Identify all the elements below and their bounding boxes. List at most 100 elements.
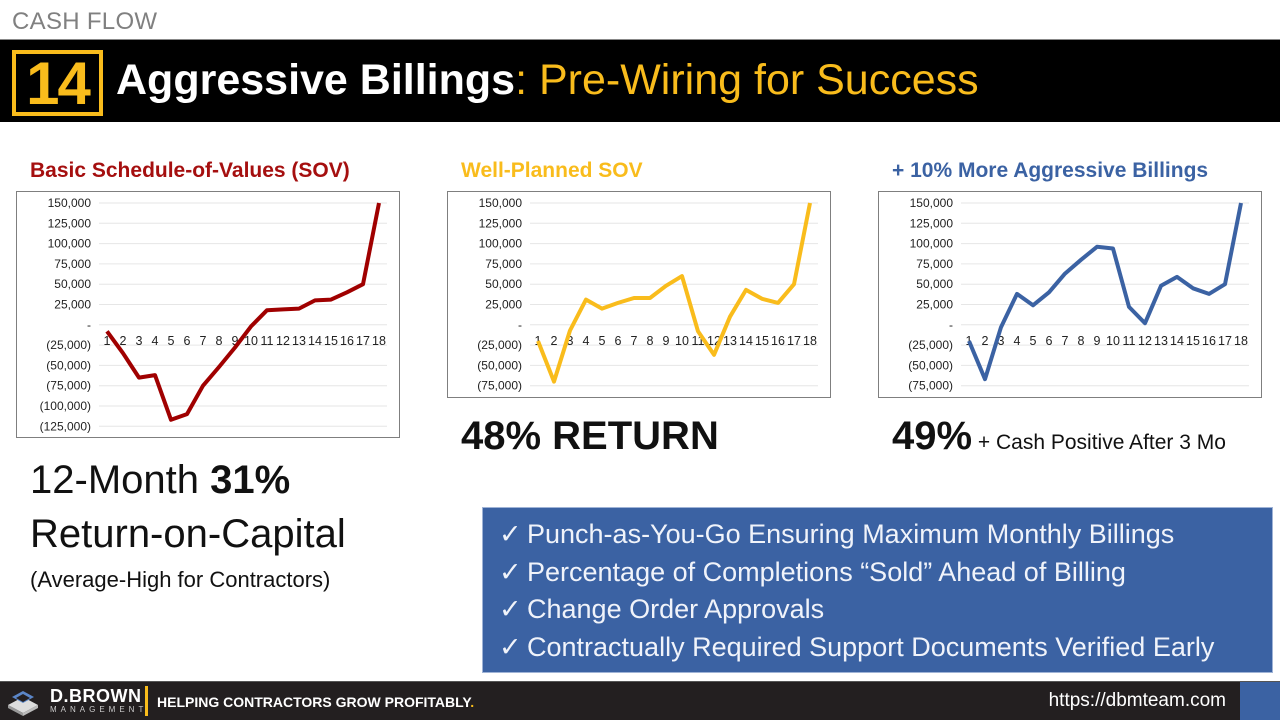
svg-text:(75,000): (75,000): [908, 379, 953, 393]
svg-text:6: 6: [615, 334, 622, 348]
summary-line-3: (Average-High for Contractors): [30, 567, 331, 592]
summary-line-2: Return-on-Capital: [30, 512, 346, 556]
svg-text:150,000: 150,000: [48, 196, 92, 210]
chart-title-aggressive: + 10% More Aggressive Billings: [892, 159, 1209, 182]
svg-text:(50,000): (50,000): [908, 358, 953, 372]
svg-text:10: 10: [244, 334, 258, 348]
svg-text:(125,000): (125,000): [40, 419, 91, 433]
svg-text:3: 3: [567, 334, 574, 348]
title-strong: Aggressive Billings: [116, 56, 516, 104]
svg-text:(100,000): (100,000): [40, 399, 91, 413]
svg-text:75,000: 75,000: [916, 257, 953, 271]
svg-text:18: 18: [372, 334, 386, 348]
svg-text:2: 2: [551, 334, 558, 348]
svg-text:25,000: 25,000: [485, 298, 522, 312]
svg-text:(25,000): (25,000): [908, 338, 953, 352]
checklist-item: ✓ Contractually Required Support Document…: [499, 629, 1256, 667]
chart-well-planned-sov: 150,000 125,000 100,000 75,000 50,000 25,000 -…: [447, 191, 831, 398]
svg-text:-: -: [949, 318, 953, 332]
line-chart-svg: 150,000 125,000 100,000 75,000 50,000 25,000 -…: [40, 196, 387, 433]
svg-text:3: 3: [998, 334, 1005, 348]
chart-aggressive-billings: 150,000 125,000 100,000 75,000 50,000 25,000 -…: [878, 191, 1262, 398]
tagline-dot: .: [470, 694, 475, 710]
svg-text:75,000: 75,000: [54, 257, 91, 271]
svg-text:150,000: 150,000: [479, 196, 523, 210]
svg-text:25,000: 25,000: [916, 298, 953, 312]
svg-text:15: 15: [324, 334, 338, 348]
svg-text:9: 9: [232, 334, 239, 348]
svg-text:12: 12: [276, 334, 290, 348]
svg-text:13: 13: [1154, 334, 1168, 348]
footer-divider: [145, 686, 148, 716]
svg-text:(25,000): (25,000): [46, 338, 91, 352]
svg-text:-: -: [518, 318, 522, 332]
svg-text:7: 7: [1062, 334, 1069, 348]
logo-subtitle: MANAGEMENT: [50, 705, 148, 714]
title-bar: 14 Aggressive Billings: Pre-Wiring for S…: [0, 39, 1280, 122]
checklist-item-text: Contractually Required Support Documents…: [527, 631, 1215, 662]
svg-text:6: 6: [1046, 334, 1053, 348]
chart-basic-sov: 150,000 125,000 100,000 75,000 50,000 25,000 -…: [16, 191, 400, 438]
svg-text:4: 4: [152, 334, 159, 348]
svg-text:100,000: 100,000: [479, 237, 523, 251]
line-chart-svg: 150,000 125,000 100,000 75,000 50,000 25,000 -…: [908, 196, 1249, 393]
svg-text:9: 9: [663, 334, 670, 348]
chart3-return: 49% + Cash Positive After 3 Mo: [892, 414, 1226, 459]
check-icon: ✓: [499, 594, 522, 624]
series-line: [105, 202, 381, 422]
svg-text:50,000: 50,000: [485, 277, 522, 291]
svg-text:4: 4: [1014, 334, 1021, 348]
svg-text:(75,000): (75,000): [477, 379, 522, 393]
svg-text:5: 5: [168, 334, 175, 348]
checklist-item-text: Punch-as-You-Go Ensuring Maximum Monthly…: [527, 519, 1175, 549]
svg-text:100,000: 100,000: [48, 237, 92, 251]
slide-number-badge: 14: [12, 50, 103, 116]
svg-text:(75,000): (75,000): [46, 379, 91, 393]
svg-text:8: 8: [216, 334, 223, 348]
checklist-item: ✓ Punch-as-You-Go Ensuring Maximum Monthl…: [499, 516, 1256, 554]
basic-return-summary: 12-Month 31% Return-on-Capital (Average-…: [30, 453, 346, 597]
slide-title: Aggressive Billings: Pre-Wiring for Succ…: [116, 54, 979, 106]
svg-text:16: 16: [340, 334, 354, 348]
svg-text:125,000: 125,000: [48, 216, 92, 230]
series-line: [967, 202, 1243, 382]
svg-text:1: 1: [535, 334, 542, 348]
svg-text:3: 3: [136, 334, 143, 348]
dbm-logo-icon: [8, 691, 38, 716]
svg-text:2: 2: [982, 334, 989, 348]
svg-text:13: 13: [292, 334, 306, 348]
svg-text:12: 12: [1138, 334, 1152, 348]
footer-url[interactable]: https://dbmteam.com: [1048, 690, 1226, 711]
title-accent: : Pre-Wiring for Success: [515, 56, 979, 104]
summary-percent: 31%: [210, 458, 291, 502]
svg-text:14: 14: [739, 334, 753, 348]
svg-text:5: 5: [599, 334, 606, 348]
svg-text:100,000: 100,000: [910, 237, 954, 251]
svg-text:125,000: 125,000: [910, 216, 954, 230]
checklist-item: ✓ Percentage of Completions “Sold” Ahead …: [499, 554, 1256, 592]
svg-text:18: 18: [803, 334, 817, 348]
svg-text:8: 8: [1078, 334, 1085, 348]
svg-text:1: 1: [966, 334, 973, 348]
svg-text:75,000: 75,000: [485, 257, 522, 271]
svg-text:-: -: [87, 318, 91, 332]
footer: D.BROWN MANAGEMENT HELPING CONTRACTORS G…: [0, 681, 1280, 720]
svg-text:2: 2: [120, 334, 127, 348]
checklist-item-text: Change Order Approvals: [527, 594, 825, 624]
section-label: CASH FLOW: [12, 8, 158, 35]
svg-text:15: 15: [755, 334, 769, 348]
svg-text:50,000: 50,000: [916, 277, 953, 291]
checklist-item-text: Percentage of Completions “Sold” Ahead o…: [527, 556, 1126, 587]
svg-text:5: 5: [1030, 334, 1037, 348]
svg-text:(25,000): (25,000): [477, 338, 522, 352]
svg-text:10: 10: [675, 334, 689, 348]
svg-text:11: 11: [261, 334, 274, 348]
logo-name: D.BROWN: [50, 686, 142, 706]
svg-text:15: 15: [1186, 334, 1200, 348]
svg-text:1: 1: [104, 334, 111, 348]
svg-text:25,000: 25,000: [54, 298, 91, 312]
svg-text:(50,000): (50,000): [477, 358, 522, 372]
footer-accent-block: [1240, 682, 1280, 720]
chart2-return: 48% RETURN: [461, 414, 719, 458]
